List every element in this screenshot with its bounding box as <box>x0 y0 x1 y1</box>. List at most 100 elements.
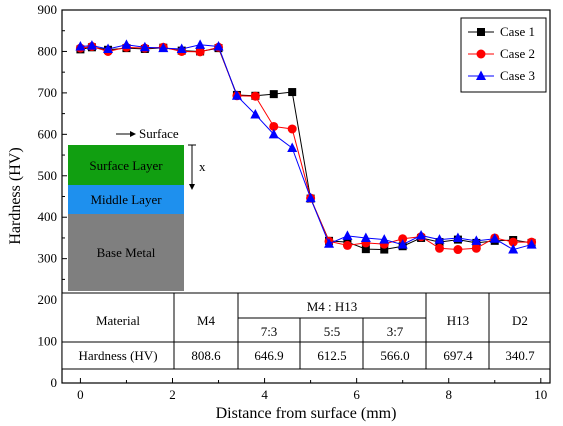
x-axis-title: Distance from surface (mm) <box>216 405 397 422</box>
series-layer <box>75 39 537 255</box>
legend-label: Case 1 <box>500 24 535 39</box>
layer-diagram: Surface Surface Layer Middle Layer Base … <box>68 126 206 291</box>
table-header-m4: M4 <box>197 313 216 328</box>
data-point <box>526 239 537 249</box>
middle-layer-label: Middle Layer <box>90 192 162 207</box>
middle-layer-block <box>68 185 184 214</box>
y-tick-label: 100 <box>38 334 58 349</box>
series-line <box>80 44 532 251</box>
y-axis-title: Hardness (HV) <box>7 147 24 244</box>
data-point <box>471 235 482 245</box>
legend-label: Case 3 <box>500 68 535 83</box>
surface-layer-label: Surface Layer <box>89 158 163 173</box>
legend-box <box>460 17 547 93</box>
table-header-material: Material <box>96 313 140 328</box>
table-row-label: Hardness (HV) <box>78 348 157 363</box>
data-point <box>86 40 97 50</box>
data-point <box>508 244 519 254</box>
hardness-table: Material M4 M4 : H13 7:3 5:5 3:7 H13 D2 … <box>61 292 551 370</box>
table-cell-value: 646.9 <box>254 348 283 363</box>
data-point <box>434 234 445 244</box>
base-metal-block <box>68 214 184 291</box>
data-point <box>288 88 297 97</box>
table-cell-value: 612.5 <box>317 348 346 363</box>
data-point <box>269 121 279 131</box>
y-tick-label: 300 <box>38 251 58 266</box>
data-point <box>195 47 205 57</box>
x-tick-label: 2 <box>169 387 176 402</box>
table-header-ratio: 7:3 <box>261 324 278 339</box>
legend: Case 1 Case 2 Case 3 <box>460 17 547 93</box>
data-point <box>287 124 297 134</box>
depth-arrow-head <box>189 184 195 190</box>
data-point <box>268 128 279 139</box>
x-tick-label: 0 <box>77 387 84 402</box>
data-point <box>453 245 463 255</box>
table-header-m4-h13: M4 : H13 <box>307 299 358 314</box>
surface-label: Surface <box>139 126 179 141</box>
x-tick-label: 4 <box>261 387 268 402</box>
data-point <box>380 245 389 254</box>
legend-marker <box>476 70 486 80</box>
legend-label: Case 2 <box>500 46 535 61</box>
data-point <box>360 232 371 242</box>
surface-layer-block <box>68 145 184 185</box>
data-point <box>75 40 86 51</box>
table-cell-value: 808.6 <box>191 348 221 363</box>
data-point <box>342 230 353 240</box>
depth-label: x <box>199 159 206 174</box>
data-point <box>452 232 463 242</box>
legend-marker <box>476 49 486 59</box>
data-point <box>379 234 390 244</box>
series-3 <box>75 39 537 254</box>
y-tick-label: 0 <box>51 375 58 390</box>
data-point <box>489 233 500 243</box>
table-header-ratio: 5:5 <box>324 324 341 339</box>
table-header-h13: H13 <box>447 313 469 328</box>
y-tick-label: 700 <box>38 85 58 100</box>
data-point <box>397 239 408 249</box>
data-point <box>471 243 481 253</box>
y-tick-label: 800 <box>38 43 58 58</box>
y-tick-label: 500 <box>38 168 58 183</box>
data-point <box>250 108 261 119</box>
table-header-d2: D2 <box>512 313 528 328</box>
data-point <box>250 91 260 101</box>
table-cell-value: 340.7 <box>505 348 535 363</box>
data-point <box>213 40 224 51</box>
table-header-ratio: 3:7 <box>387 324 404 339</box>
table-cell-value: 697.4 <box>443 348 473 363</box>
data-point <box>139 41 150 52</box>
y-tick-label: 200 <box>38 292 58 307</box>
x-tick-label: 10 <box>534 387 547 402</box>
legend-marker <box>477 28 485 36</box>
data-point <box>195 39 206 49</box>
y-tick-label: 600 <box>38 126 58 141</box>
x-tick-label: 6 <box>353 387 360 402</box>
data-point <box>398 234 408 244</box>
data-point <box>416 229 427 240</box>
data-point <box>342 240 352 250</box>
axes-ticks: 0 100 200 300 400 500 600 700 800 900 0 2 4 6 8 10 <box>38 2 548 402</box>
table-cell-value: 566.0 <box>380 348 409 363</box>
data-point <box>269 90 278 99</box>
y-tick-label: 400 <box>38 209 58 224</box>
data-point <box>435 243 445 253</box>
data-point <box>158 42 169 53</box>
table-frame <box>61 292 551 370</box>
data-point <box>305 192 316 203</box>
data-point <box>508 237 518 247</box>
y-tick-label: 900 <box>38 2 58 17</box>
data-point <box>231 90 242 100</box>
data-point <box>121 39 132 49</box>
surface-arrow-head <box>130 131 136 137</box>
base-metal-label: Base Metal <box>97 245 156 260</box>
plot-frame <box>61 9 551 384</box>
x-tick-label: 8 <box>445 387 452 402</box>
data-point <box>176 43 187 53</box>
data-point <box>324 238 335 248</box>
data-point <box>361 245 370 254</box>
data-point <box>103 43 114 53</box>
data-point <box>287 142 298 153</box>
